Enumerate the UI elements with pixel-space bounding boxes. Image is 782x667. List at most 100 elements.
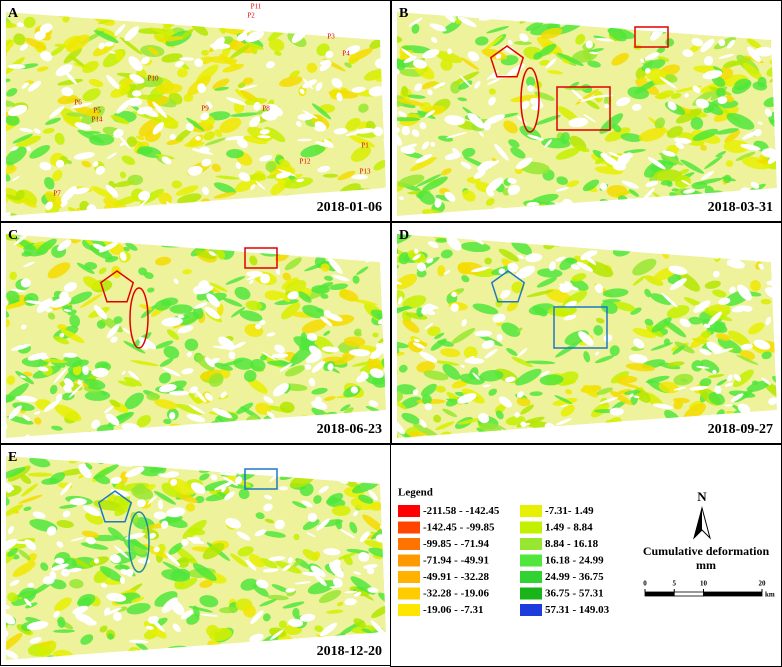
terrain-gap: [157, 12, 167, 14]
scale-label: 0: [643, 580, 647, 588]
terrain-gap: [629, 393, 634, 398]
terrain-patch: [397, 391, 404, 402]
terrain-patch: [350, 146, 372, 162]
terrain-patch: [600, 301, 618, 314]
terrain-gap: [291, 649, 301, 655]
terrain-gap: [278, 210, 294, 216]
terrain-patch: [318, 589, 342, 604]
terrain-patch: [126, 136, 138, 147]
terrain-gap: [651, 234, 672, 237]
terrain-gap: [279, 363, 293, 372]
terrain-patch: [498, 248, 519, 262]
terrain-gap: [29, 637, 42, 644]
terrain-patch: [627, 1, 649, 13]
terrain-gap: [85, 536, 96, 545]
terrain-gap: [314, 573, 327, 587]
terrain-patch: [644, 275, 664, 286]
terrain-patch: [534, 115, 561, 126]
terrain-gap: [141, 56, 150, 65]
terrain-patch: [82, 60, 99, 74]
terrain-patch: [292, 607, 300, 618]
terrain-patch: [230, 553, 249, 568]
terrain-gap: [299, 613, 316, 622]
terrain-gap: [401, 125, 410, 136]
terrain-patch: [259, 649, 280, 660]
terrain-patch: [450, 12, 479, 16]
panel-frame: [0, 0, 391, 222]
terrain-patch: [304, 456, 330, 463]
terrain-patch: [179, 28, 194, 41]
terrain-patch: [197, 12, 212, 24]
terrain-patch: [19, 474, 32, 485]
terrain-patch: [263, 13, 270, 18]
terrain-patch: [630, 307, 642, 315]
terrain-gap: [659, 76, 677, 89]
terrain-patch: [122, 246, 130, 252]
terrain-patch: [219, 54, 239, 69]
terrain-patch: [252, 421, 271, 435]
terrain-patch: [155, 340, 174, 349]
terrain-patch: [263, 438, 285, 453]
terrain-gap: [603, 234, 621, 237]
terrain-patch: [263, 531, 286, 538]
point-label: P3: [327, 33, 335, 41]
terrain-patch: [566, 180, 580, 187]
terrain-patch: [674, 429, 684, 436]
terrain-patch: [715, 128, 739, 135]
terrain-gap: [757, 121, 763, 125]
terrain-patch: [670, 92, 682, 99]
terrain-patch: [213, 182, 237, 194]
terrain-patch: [282, 17, 291, 28]
terrain-gap: [6, 212, 11, 216]
terrain-patch: [305, 423, 313, 432]
terrain-gap: [738, 242, 746, 250]
terrain-patch: [382, 303, 386, 309]
terrain-patch: [416, 269, 427, 278]
terrain-patch: [329, 464, 351, 475]
terrain-gap: [750, 181, 760, 189]
terrain-gap: [397, 67, 400, 75]
highlight-pentagon: [99, 270, 135, 303]
terrain-patch: [7, 592, 18, 603]
terrain-patch: [691, 234, 714, 246]
terrain-gap: [294, 647, 300, 653]
terrain-gap: [34, 30, 46, 40]
terrain-patch: [556, 427, 570, 435]
terrain-patch: [516, 397, 531, 407]
terrain-patch: [677, 132, 705, 147]
terrain-gap: [516, 391, 524, 398]
terrain-gap: [347, 244, 364, 251]
terrain-gap: [100, 583, 108, 588]
terrain-patch: [352, 275, 360, 284]
terrain-gap: [177, 325, 194, 334]
terrain-gap: [452, 148, 461, 157]
terrain-gap: [329, 586, 338, 589]
terrain-patch: [459, 373, 485, 385]
terrain-gap: [321, 346, 340, 353]
terrain-gap: [730, 393, 744, 402]
terrain-patch: [554, 395, 573, 405]
terrain-gap: [560, 429, 569, 438]
terrain-patch: [219, 606, 238, 614]
terrain-gap: [43, 400, 60, 412]
terrain-patch: [179, 577, 198, 590]
terrain-gap: [477, 160, 494, 172]
terrain-patch: [306, 62, 318, 73]
terrain-gap: [25, 300, 44, 305]
terrain-gap: [457, 16, 477, 28]
terrain-gap: [379, 265, 386, 273]
terrain-patch: [278, 620, 287, 629]
terrain-gap: [181, 538, 189, 547]
terrain-patch: [260, 354, 268, 361]
terrain-gap: [63, 309, 72, 312]
terrain-patch: [107, 527, 126, 542]
terrain-gap: [78, 464, 92, 479]
terrain-gap: [125, 466, 145, 478]
terrain-patch: [255, 512, 265, 520]
terrain-gap: [701, 170, 715, 180]
terrain-patch: [320, 282, 334, 288]
terrain-gap: [718, 297, 731, 305]
terrain-patch: [113, 316, 123, 324]
terrain-gap: [316, 518, 330, 531]
terrain-gap: [273, 237, 281, 245]
